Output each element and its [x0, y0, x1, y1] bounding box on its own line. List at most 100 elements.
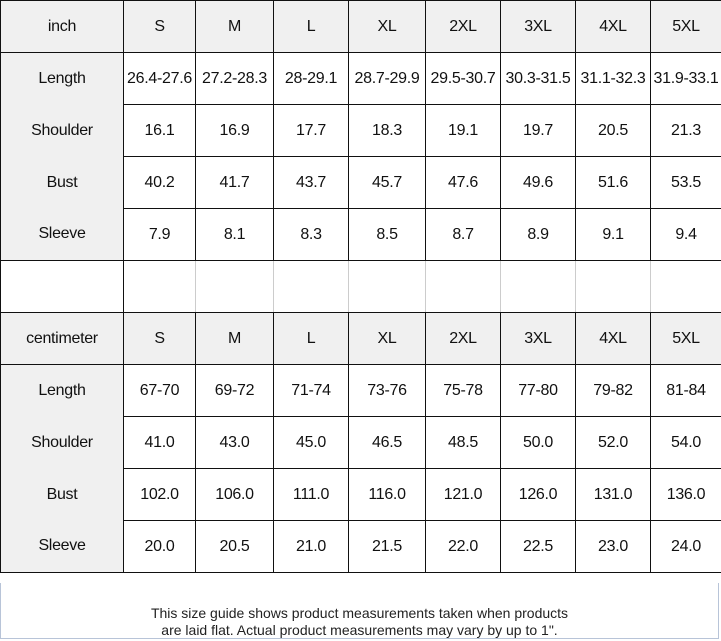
measurement-value: 30.3-31.5 [500, 52, 576, 105]
measurement-value: 50.0 [500, 416, 576, 469]
measurement-label: Length [0, 364, 124, 417]
measurement-value: 43.0 [195, 416, 274, 469]
measurement-value: 106.0 [195, 468, 274, 521]
size-header: 2XL [425, 0, 501, 53]
measurement-value: 27.2-28.3 [195, 52, 274, 105]
measurement-value: 131.0 [575, 468, 651, 521]
size-header: S [123, 312, 196, 365]
unit-header: inch [0, 0, 124, 53]
size-header: M [195, 312, 274, 365]
measurement-label: Shoulder [0, 104, 124, 157]
measurement-value: 51.6 [575, 156, 651, 209]
size-header: XL [348, 312, 426, 365]
measurement-value: 53.5 [650, 156, 721, 209]
measurement-value: 17.7 [273, 104, 349, 157]
unit-header: centimeter [0, 312, 124, 365]
measurement-value: 16.1 [123, 104, 196, 157]
measurement-value: 136.0 [650, 468, 721, 521]
cm-row-bust: Bust 102.0 106.0 111.0 116.0 121.0 126.0 131.0 1… [0, 468, 721, 521]
size-header: 5XL [650, 312, 721, 365]
empty-cell [650, 260, 721, 313]
measurement-value: 22.0 [425, 520, 501, 573]
measurement-value: 69-72 [195, 364, 274, 417]
size-header: 3XL [500, 312, 576, 365]
measurement-label: Sleeve [0, 208, 124, 261]
size-header: 4XL [575, 0, 651, 53]
note-line-1: This size guide shows product measuremen… [150, 605, 569, 621]
measurement-value: 54.0 [650, 416, 721, 469]
measurement-value: 20.5 [195, 520, 274, 573]
measurement-value: 21.5 [348, 520, 426, 573]
measurement-label: Length [0, 52, 124, 105]
measurement-value: 19.1 [425, 104, 501, 157]
measurement-value: 24.0 [650, 520, 721, 573]
measurement-value: 29.5-30.7 [425, 52, 501, 105]
measurement-value: 8.5 [348, 208, 426, 261]
measurement-value: 28-29.1 [273, 52, 349, 105]
measurement-value: 43.7 [273, 156, 349, 209]
inch-row-bust: Bust 40.2 41.7 43.7 45.7 47.6 49.6 51.6 53.5 [0, 156, 721, 209]
measurement-value: 48.5 [425, 416, 501, 469]
empty-cell [0, 260, 124, 313]
measurement-value: 31.9-33.1 [650, 52, 721, 105]
size-header: S [123, 0, 196, 53]
measurement-value: 21.3 [650, 104, 721, 157]
empty-cell [425, 260, 501, 313]
empty-cell [500, 260, 576, 313]
cm-header-row: centimeter S M L XL 2XL 3XL 4XL 5XL [0, 312, 721, 365]
size-header: 5XL [650, 0, 721, 53]
measurement-value: 7.9 [123, 208, 196, 261]
size-header: XL [348, 0, 426, 53]
measurement-label: Bust [0, 156, 124, 209]
size-header: 2XL [425, 312, 501, 365]
measurement-value: 8.1 [195, 208, 274, 261]
measurement-value: 9.4 [650, 208, 721, 261]
measurement-value: 126.0 [500, 468, 576, 521]
measurement-value: 111.0 [273, 468, 349, 521]
inch-row-shoulder: Shoulder 16.1 16.9 17.7 18.3 19.1 19.7 20.5 21.3 [0, 104, 721, 157]
measurement-value: 102.0 [123, 468, 196, 521]
measurement-value: 79-82 [575, 364, 651, 417]
measurement-value: 21.0 [273, 520, 349, 573]
measurement-label: Bust [0, 468, 124, 521]
measurement-value: 19.7 [500, 104, 576, 157]
size-chart-table: inch S M L XL 2XL 3XL 4XL 5XL Length 26.4-27.6 27.2… [0, 0, 721, 573]
measurement-value: 8.7 [425, 208, 501, 261]
measurement-value: 46.5 [348, 416, 426, 469]
cm-row-length: Length 67-70 69-72 71-74 73-76 75-78 77-80 79-8… [0, 364, 721, 417]
inch-row-sleeve: Sleeve 7.9 8.1 8.3 8.5 8.7 8.9 9.1 9.4 [0, 208, 721, 261]
empty-cell [123, 260, 196, 313]
measurement-value: 71-74 [273, 364, 349, 417]
measurement-value: 23.0 [575, 520, 651, 573]
measurement-value: 49.6 [500, 156, 576, 209]
measurement-value: 52.0 [575, 416, 651, 469]
measurement-value: 116.0 [348, 468, 426, 521]
measurement-value: 77-80 [500, 364, 576, 417]
inch-header-row: inch S M L XL 2XL 3XL 4XL 5XL [0, 0, 721, 53]
size-header: M [195, 0, 274, 53]
measurement-value: 31.1-32.3 [575, 52, 651, 105]
spacer-row [0, 260, 721, 313]
size-header: 3XL [500, 0, 576, 53]
measurement-label: Shoulder [0, 416, 124, 469]
measurement-value: 28.7-29.9 [348, 52, 426, 105]
empty-cell [575, 260, 651, 313]
measurement-value: 45.7 [348, 156, 426, 209]
measurement-value: 9.1 [575, 208, 651, 261]
empty-cell [195, 260, 274, 313]
measurement-value: 20.0 [123, 520, 196, 573]
measurement-value: 73-76 [348, 364, 426, 417]
measurement-value: 22.5 [500, 520, 576, 573]
cm-row-shoulder: Shoulder 41.0 43.0 45.0 46.5 48.5 50.0 52.0 54.0 [0, 416, 721, 469]
measurement-value: 16.9 [195, 104, 274, 157]
measurement-value: 40.2 [123, 156, 196, 209]
measurement-value: 8.9 [500, 208, 576, 261]
measurement-value: 8.3 [273, 208, 349, 261]
empty-cell [348, 260, 426, 313]
measurement-value: 20.5 [575, 104, 651, 157]
measurement-value: 26.4-27.6 [123, 52, 196, 105]
measurement-value: 18.3 [348, 104, 426, 157]
measurement-value: 75-78 [425, 364, 501, 417]
measurement-value: 45.0 [273, 416, 349, 469]
inch-row-length: Length 26.4-27.6 27.2-28.3 28-29.1 28.7-29.9… [0, 52, 721, 105]
